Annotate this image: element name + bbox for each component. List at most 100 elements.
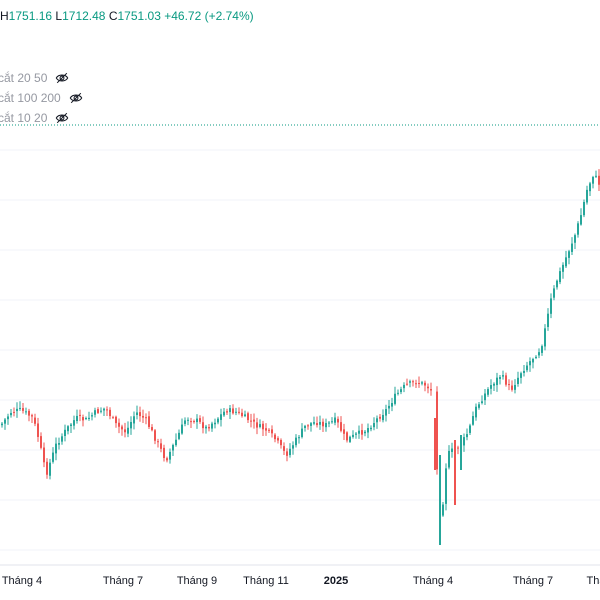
candle (328, 421, 330, 428)
eye-off-icon[interactable] (55, 111, 69, 125)
eye-off-icon[interactable] (69, 91, 83, 105)
candle (367, 423, 369, 439)
candle (184, 417, 186, 427)
candle (421, 380, 423, 386)
candle-body (388, 405, 390, 409)
candle (97, 407, 99, 414)
candle (151, 424, 153, 432)
candle-body (85, 418, 87, 420)
candle (526, 361, 528, 373)
candle-body (211, 423, 213, 429)
candle-body (307, 425, 309, 427)
candle (436, 386, 438, 475)
close-label: C (108, 9, 118, 23)
candle-body (166, 458, 168, 461)
candle-body (547, 313, 549, 327)
candle-body (259, 424, 261, 428)
candles (1, 169, 600, 545)
candle-body (154, 430, 156, 441)
candle (226, 408, 228, 415)
candle-body (67, 426, 69, 432)
candle-body (469, 425, 471, 433)
candle (385, 404, 387, 422)
candle (13, 407, 15, 417)
candle (301, 423, 303, 439)
candle-body (97, 409, 99, 413)
candle (448, 445, 450, 470)
candle (169, 448, 171, 464)
candle (310, 422, 312, 432)
candle (427, 383, 429, 394)
candle (250, 413, 252, 428)
candle (406, 378, 408, 386)
candle-body (511, 385, 513, 390)
candle-body (478, 404, 480, 408)
candle (382, 409, 384, 423)
indicator-row-3[interactable]: cắt 10 20 (0, 111, 69, 125)
candle (397, 389, 399, 396)
indicator-row-1[interactable]: cắt 20 50 (0, 71, 69, 85)
candle-body (430, 389, 432, 391)
candle (25, 407, 27, 415)
high-label: H (0, 9, 9, 23)
candle (355, 431, 357, 439)
candle-body (463, 437, 465, 446)
candle-body (7, 416, 9, 420)
candle-body (265, 428, 267, 431)
candle (244, 410, 246, 418)
candle (64, 424, 66, 442)
candle (190, 417, 192, 428)
candle-body (115, 416, 117, 424)
candle-body (421, 382, 423, 384)
candle (442, 501, 444, 517)
candle-body (313, 422, 315, 424)
candle (55, 437, 57, 461)
candle (85, 416, 87, 421)
candle-body (538, 352, 540, 356)
candle-body (457, 447, 459, 449)
indicator-row-2[interactable]: cắt 100 200 (0, 91, 83, 105)
candle (571, 237, 573, 256)
candle (115, 415, 117, 428)
candle (370, 425, 372, 432)
candle-body (172, 444, 174, 451)
candle (325, 418, 327, 432)
candle-body (370, 427, 372, 430)
candle (10, 408, 12, 418)
candle (16, 402, 18, 418)
candle-body (577, 223, 579, 235)
candle (232, 404, 234, 415)
candle-body (184, 420, 186, 424)
candle-body (217, 418, 219, 423)
candle-body (247, 413, 249, 421)
candle-body (229, 408, 231, 413)
candle-body (283, 446, 285, 451)
candle (130, 416, 132, 435)
x-tick-label: Tháng 9 (177, 575, 217, 587)
eye-off-icon[interactable] (55, 71, 69, 85)
candle (322, 418, 324, 433)
candle-body (241, 412, 243, 417)
candle-body (553, 288, 555, 298)
candle (70, 422, 72, 433)
x-tick-label: Tháng 4 (413, 575, 453, 587)
candle-body (277, 438, 279, 441)
candle (541, 344, 543, 356)
candle (136, 405, 138, 420)
candle-body (544, 328, 546, 347)
candle-body (124, 429, 126, 433)
candle (223, 408, 225, 417)
candle (523, 365, 525, 377)
candle-body (520, 373, 522, 378)
candle-body (88, 417, 90, 420)
candle (208, 423, 210, 432)
candle (481, 395, 483, 405)
candle (412, 379, 414, 387)
candle (514, 379, 516, 394)
candle-body (496, 377, 498, 386)
candle-body (514, 384, 516, 390)
candle-body (214, 422, 216, 425)
candle (247, 411, 249, 423)
candle-body (193, 421, 195, 423)
